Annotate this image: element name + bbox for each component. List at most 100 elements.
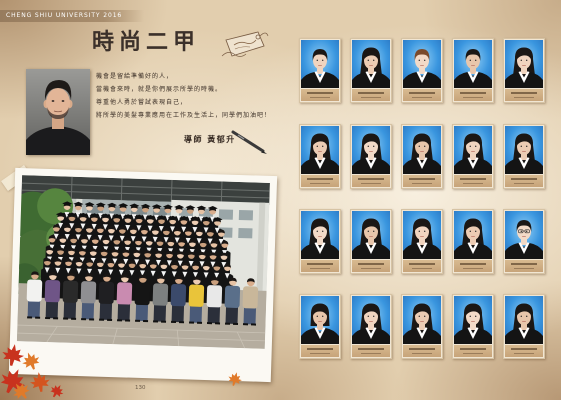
neck bbox=[419, 66, 425, 74]
name-plate bbox=[403, 260, 441, 272]
eye bbox=[475, 315, 477, 317]
name-plate bbox=[352, 345, 390, 357]
eye bbox=[520, 230, 522, 232]
collar bbox=[365, 242, 377, 254]
neck bbox=[470, 66, 476, 74]
plate-rule bbox=[514, 182, 534, 184]
plate-rule bbox=[511, 348, 537, 350]
hair-fringe bbox=[363, 221, 379, 231]
collar bbox=[416, 71, 428, 83]
neck bbox=[470, 237, 476, 245]
student-card bbox=[401, 294, 443, 359]
neck bbox=[368, 66, 374, 74]
neck bbox=[419, 152, 425, 160]
eye bbox=[367, 315, 369, 317]
page-number: 130 bbox=[135, 385, 146, 391]
eye bbox=[526, 315, 528, 317]
student-card bbox=[503, 294, 545, 359]
plate-rule bbox=[463, 352, 483, 354]
eye bbox=[469, 315, 471, 317]
student-photo bbox=[352, 296, 390, 344]
student-card bbox=[350, 294, 392, 359]
name-plate bbox=[454, 260, 492, 272]
name-plate bbox=[352, 260, 390, 272]
eye bbox=[322, 145, 324, 147]
neck bbox=[317, 237, 323, 245]
collar bbox=[314, 242, 326, 254]
plate-rule bbox=[358, 92, 384, 94]
hair-fringe bbox=[414, 136, 430, 146]
name-plate bbox=[352, 89, 390, 101]
face bbox=[313, 51, 327, 70]
collar bbox=[416, 242, 428, 254]
student-card bbox=[350, 124, 392, 189]
hair-fringe bbox=[312, 221, 328, 231]
student-card bbox=[452, 294, 494, 359]
plate-rule bbox=[307, 348, 333, 350]
eye bbox=[367, 145, 369, 147]
name-plate bbox=[505, 345, 543, 357]
collar bbox=[416, 157, 428, 169]
hair bbox=[465, 49, 481, 61]
student-photo bbox=[454, 211, 492, 259]
eye bbox=[418, 315, 420, 317]
face bbox=[415, 51, 429, 70]
hair-fringe bbox=[465, 136, 481, 146]
hair-fringe bbox=[414, 306, 430, 316]
student-card bbox=[401, 38, 443, 103]
seated-figure bbox=[170, 275, 187, 324]
eye bbox=[316, 145, 318, 147]
plate-rule bbox=[412, 96, 432, 98]
seated-figure bbox=[224, 277, 241, 326]
collar bbox=[518, 157, 530, 169]
plate-rule bbox=[460, 92, 486, 94]
plate-rule bbox=[463, 182, 483, 184]
eye bbox=[316, 315, 318, 317]
plate-rule bbox=[307, 178, 333, 180]
name-plate bbox=[454, 89, 492, 101]
collar bbox=[467, 242, 479, 254]
face bbox=[517, 222, 531, 241]
collar bbox=[416, 327, 428, 339]
plate-rule bbox=[409, 92, 435, 94]
student-card bbox=[503, 38, 545, 103]
student-photo bbox=[403, 126, 441, 174]
seated-figure bbox=[44, 271, 61, 320]
collar bbox=[314, 71, 326, 83]
student-photo bbox=[505, 211, 543, 259]
student-card bbox=[299, 38, 341, 103]
plate-rule bbox=[310, 182, 330, 184]
student-photo bbox=[301, 211, 339, 259]
student-photo bbox=[454, 126, 492, 174]
collar bbox=[467, 327, 479, 339]
eye bbox=[475, 230, 477, 232]
people bbox=[26, 201, 259, 326]
hair-fringe bbox=[414, 221, 430, 231]
student-photo bbox=[454, 296, 492, 344]
plate-rule bbox=[460, 178, 486, 180]
plate-rule bbox=[358, 348, 384, 350]
collar bbox=[467, 157, 479, 169]
student-card bbox=[299, 124, 341, 189]
teacher-signature: 導師 黃郁升 bbox=[184, 134, 236, 144]
plate-rule bbox=[514, 352, 534, 354]
eye bbox=[475, 59, 477, 61]
student-card bbox=[350, 209, 392, 274]
name-plate bbox=[301, 345, 339, 357]
eye bbox=[373, 59, 375, 61]
teacher-portrait bbox=[26, 69, 90, 155]
student-card bbox=[452, 124, 494, 189]
eye bbox=[424, 145, 426, 147]
neck bbox=[521, 152, 527, 160]
name-plate bbox=[454, 175, 492, 187]
glasses bbox=[518, 229, 530, 234]
eye bbox=[322, 59, 324, 61]
eye bbox=[418, 230, 420, 232]
plate-rule bbox=[361, 267, 381, 269]
name-plate bbox=[505, 260, 543, 272]
student-photo bbox=[403, 40, 441, 88]
plate-rule bbox=[307, 263, 333, 265]
message-line: 機會是留給準備好的人， bbox=[96, 73, 174, 80]
student-card bbox=[503, 124, 545, 189]
hair bbox=[516, 220, 532, 232]
